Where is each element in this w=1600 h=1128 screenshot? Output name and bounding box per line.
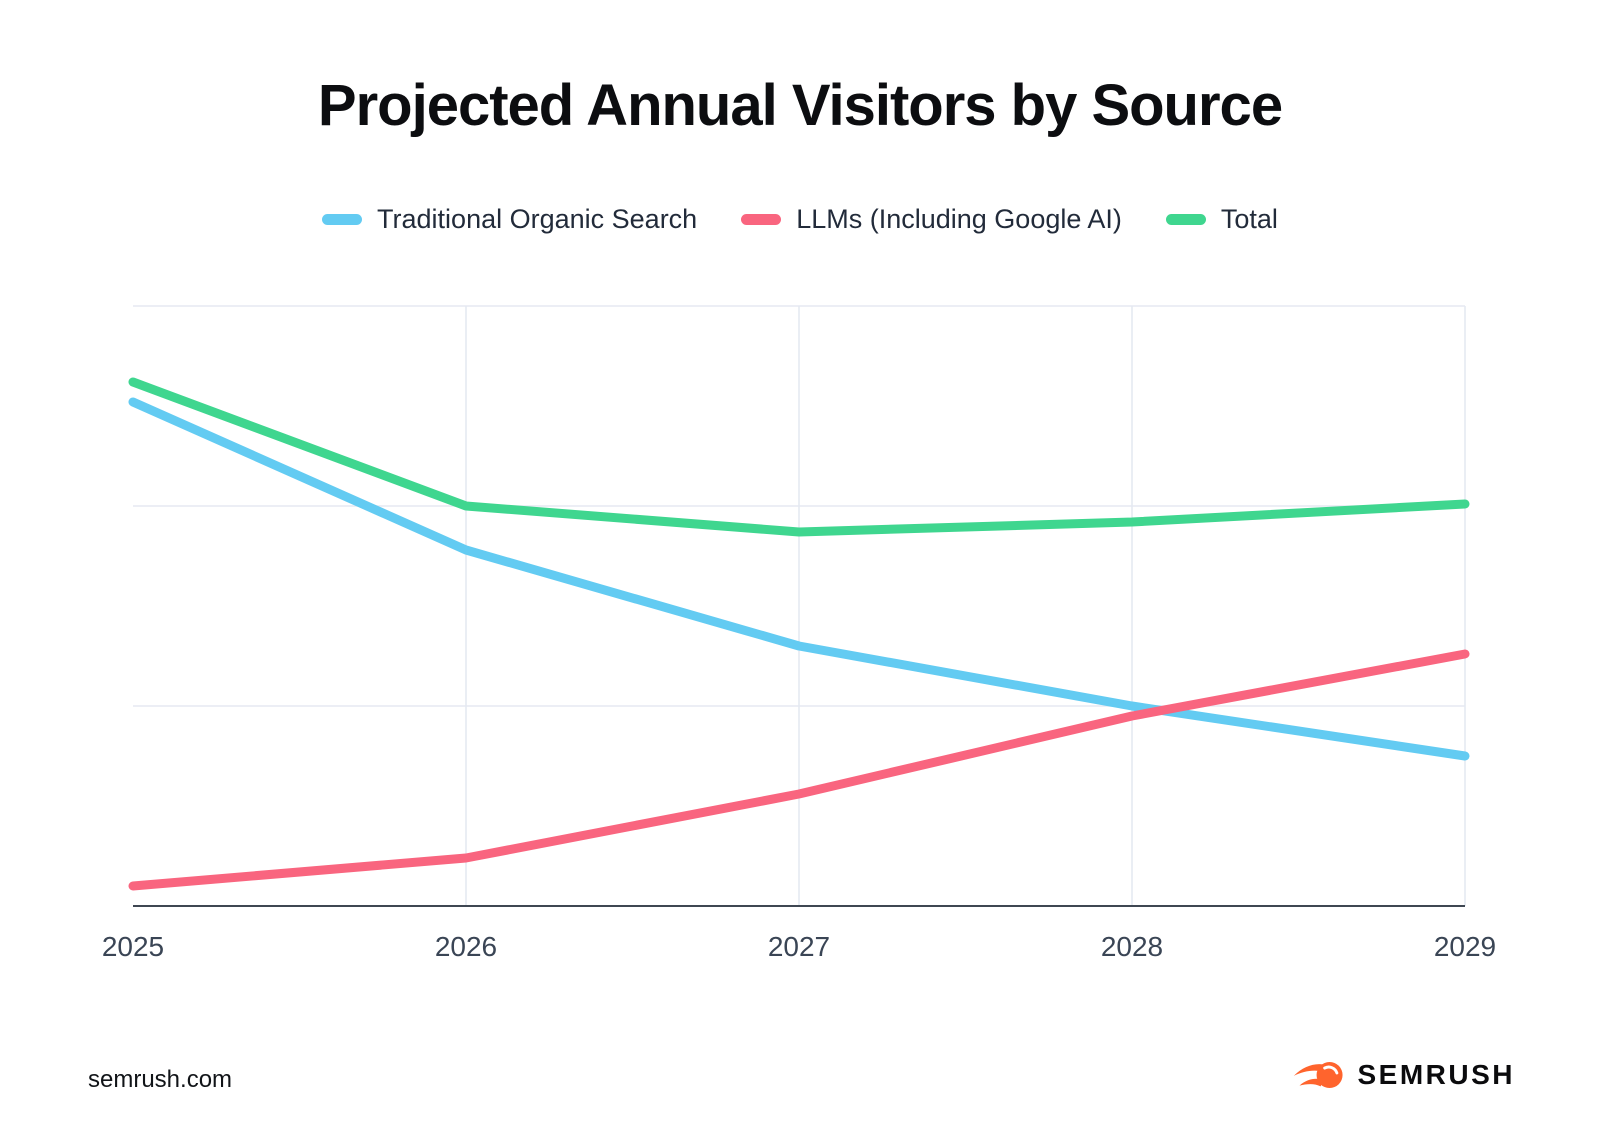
legend-swatch-traditional-organic-search	[322, 214, 363, 225]
x-tick-label: 2026	[435, 931, 497, 962]
source-attribution: semrush.com	[88, 1066, 233, 1093]
legend-item-llms-including-google-ai: LLMs (Including Google AI)	[741, 206, 1122, 233]
brand-lockup: SEMRUSH	[1293, 1056, 1515, 1094]
semrush-logo-icon	[1294, 1062, 1344, 1088]
x-tick-label: 2028	[1101, 931, 1163, 962]
legend-item-traditional-organic-search: Traditional Organic Search	[322, 206, 697, 233]
series-line-total	[128, 377, 1470, 537]
legend-label: Total	[1220, 204, 1278, 234]
legend-label: Traditional Organic Search	[377, 204, 698, 234]
legend-item-total: Total	[1165, 204, 1278, 234]
legend-swatch-llms-including-google-ai	[741, 214, 782, 225]
legend: Traditional Organic Search LLMs (Includin…	[0, 206, 1600, 233]
fireball-icon	[1294, 1062, 1344, 1088]
legend-swatch-total	[1165, 214, 1206, 225]
x-tick-label: 2027	[768, 931, 830, 962]
x-tick-label: 2029	[1434, 931, 1496, 962]
x-tick-label: 2025	[102, 931, 164, 962]
brand-name: SEMRUSH	[1357, 1059, 1515, 1090]
legend-label: LLMs (Including Google AI)	[796, 204, 1122, 234]
page-title: Projected Annual Visitors by Source	[317, 73, 1283, 138]
series-line-traditional-organic-search	[128, 397, 1470, 761]
series-line-llms-including-google-ai	[128, 649, 1470, 891]
